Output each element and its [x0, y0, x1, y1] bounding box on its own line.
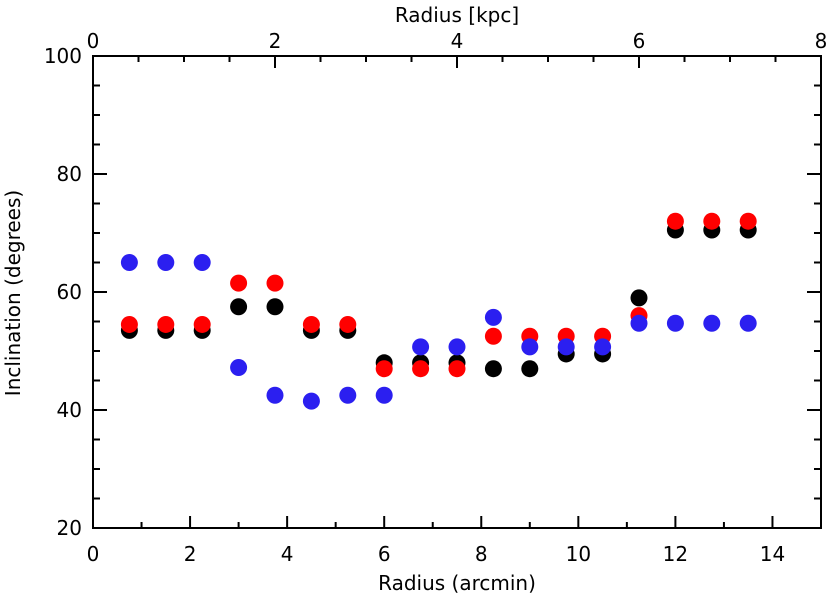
data-point-series-2	[266, 274, 284, 292]
data-point-series-3	[739, 314, 757, 332]
x-tick-label: 10	[566, 542, 591, 566]
data-point-series-3	[266, 386, 284, 404]
data-point-series-3	[448, 338, 466, 356]
y-tick-label: 40	[57, 398, 82, 422]
y-tick-label: 20	[57, 516, 82, 540]
x2-tick-label: 4	[451, 29, 464, 53]
x2-axis-title: Radius [kpc]	[395, 3, 519, 27]
x-tick-label: 2	[184, 542, 197, 566]
data-point-series-2	[448, 360, 466, 378]
x-tick-label: 4	[281, 542, 294, 566]
y-tick-label: 60	[57, 280, 82, 304]
data-point-series-2	[484, 327, 502, 345]
data-point-series-3	[557, 338, 575, 356]
data-point-series-1	[230, 298, 248, 316]
data-point-series-1	[521, 360, 539, 378]
data-point-series-3	[666, 314, 684, 332]
data-point-series-2	[375, 360, 393, 378]
y-tick-label: 100	[44, 44, 82, 68]
data-point-series-2	[120, 315, 138, 333]
data-point-series-2	[193, 315, 211, 333]
axis-ticks	[92, 55, 822, 529]
data-point-series-2	[230, 274, 248, 292]
data-point-series-1	[266, 298, 284, 316]
x-tick-label: 8	[475, 542, 488, 566]
data-point-series-3	[193, 254, 211, 271]
data-point-series-3	[594, 338, 612, 356]
data-point-series-1	[484, 360, 502, 378]
x-tick-label: 14	[760, 542, 785, 566]
data-point-series-3	[375, 386, 393, 404]
x-axis-title: Radius (arcmin)	[378, 571, 536, 595]
data-point-series-2	[157, 315, 175, 333]
data-point-series-3	[339, 386, 357, 404]
x2-tick-label: 8	[815, 29, 828, 53]
x-tick-label: 6	[378, 542, 391, 566]
plot-frame	[92, 55, 822, 529]
data-point-series-2	[666, 212, 684, 230]
data-point-series-3	[120, 254, 138, 271]
data-point-series-2	[412, 360, 430, 378]
x2-tick-label: 6	[633, 29, 646, 53]
data-point-series-1	[630, 289, 648, 307]
y-tick-label: 80	[57, 162, 82, 186]
x2-tick-label: 0	[87, 29, 100, 53]
data-point-series-3	[630, 314, 648, 332]
data-points	[120, 212, 757, 410]
data-point-series-3	[521, 338, 539, 356]
x2-tick-label: 2	[269, 29, 282, 53]
data-point-series-3	[302, 392, 320, 410]
data-point-series-3	[230, 359, 248, 377]
x-tick-label: 0	[87, 542, 100, 566]
data-point-series-3	[157, 254, 175, 271]
data-point-series-3	[484, 308, 502, 326]
data-point-series-2	[339, 315, 357, 333]
data-point-series-3	[703, 314, 721, 332]
y-axis-title: Inclination (degrees)	[1, 190, 25, 396]
data-point-series-2	[739, 212, 757, 230]
data-point-series-3	[412, 338, 430, 356]
data-point-series-2	[302, 315, 320, 333]
data-point-series-2	[703, 212, 721, 230]
x-tick-label: 12	[663, 542, 688, 566]
